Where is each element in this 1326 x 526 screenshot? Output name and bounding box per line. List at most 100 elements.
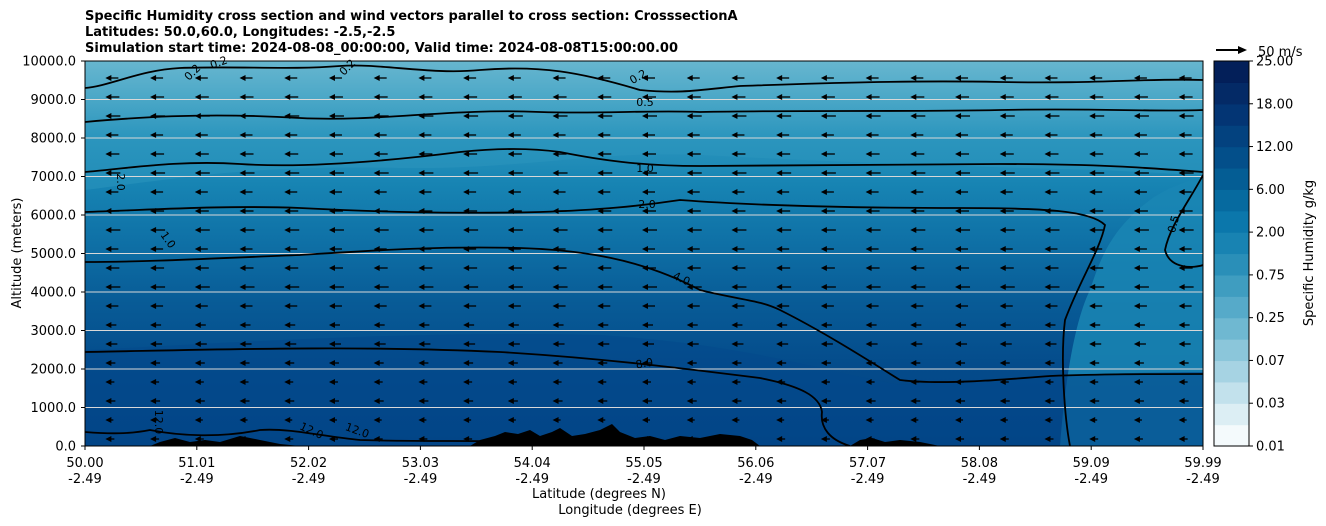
wind-vector <box>239 417 248 423</box>
wind-vector <box>239 322 251 328</box>
wind-vector <box>776 341 789 347</box>
wind-vector <box>955 94 970 100</box>
wind-vector <box>552 341 565 347</box>
wind-vector <box>955 246 969 252</box>
wind-vector <box>955 170 971 176</box>
wind-vector <box>463 360 474 366</box>
wind-vector <box>105 94 120 100</box>
wind-vector <box>1044 284 1060 290</box>
wind-vector <box>418 227 434 233</box>
wind-vector <box>1178 208 1193 214</box>
wind-vector <box>1178 75 1192 81</box>
wind-vector <box>597 360 608 366</box>
wind-vector <box>731 170 747 176</box>
wind-vector <box>418 265 433 271</box>
wind-vector <box>328 94 343 100</box>
wind-vector <box>507 322 519 328</box>
wind-vector <box>507 94 522 100</box>
wind-vector <box>328 417 337 423</box>
wind-vector <box>642 170 657 176</box>
wind-vector <box>776 170 792 176</box>
wind-vector <box>686 246 700 252</box>
colorbar-band <box>1214 232 1249 255</box>
colorbar-tick-label: 0.07 <box>1256 354 1285 369</box>
wind-vector <box>239 132 253 138</box>
wind-vector <box>686 436 696 442</box>
y-tick-label: 8000.0 <box>31 132 77 147</box>
wind-vector <box>463 303 477 309</box>
wind-vector <box>597 246 611 252</box>
x-tick-label-lat: 58.08 <box>961 456 998 471</box>
wind-vector <box>328 227 344 233</box>
wind-vector <box>507 436 517 442</box>
wind-vector <box>820 379 830 385</box>
wind-vector <box>418 189 432 195</box>
wind-vector <box>776 360 787 366</box>
wind-vector <box>194 113 210 119</box>
wind-vector <box>194 246 208 252</box>
wind-vector <box>373 265 388 271</box>
wind-vector <box>105 151 120 157</box>
wind-vector <box>999 246 1013 252</box>
wind-vector <box>150 170 166 176</box>
wind-vector <box>597 189 611 195</box>
wind-vector <box>194 151 209 157</box>
quiver-key: 50 m/s <box>1216 45 1303 60</box>
wind-vector <box>910 360 921 366</box>
wind-vector <box>776 208 791 214</box>
plot-area <box>85 61 1203 446</box>
wind-vector <box>105 246 119 252</box>
wind-vector <box>642 379 651 385</box>
colorbar-label: Specific Humidity g/kg <box>1302 180 1317 326</box>
wind-vector <box>1133 151 1148 157</box>
quiver-key-arrowhead <box>1238 46 1247 54</box>
wind-vector <box>1178 246 1192 252</box>
wind-vector <box>328 208 343 214</box>
wind-vector <box>955 284 971 290</box>
x-tick-label-lon: -2.49 <box>292 472 326 487</box>
wind-vector <box>686 113 702 119</box>
wind-vector <box>463 436 473 442</box>
wind-vector <box>686 132 700 138</box>
wind-vector <box>239 75 253 81</box>
wind-vector <box>150 208 165 214</box>
x-tick-label-lon: -2.49 <box>739 472 773 487</box>
title-line-2: Latitudes: 50.0,60.0, Longitudes: -2.5,-… <box>85 25 396 40</box>
wind-vector <box>776 132 790 138</box>
wind-vector <box>686 151 701 157</box>
wind-vector <box>910 322 922 328</box>
wind-vector <box>999 284 1015 290</box>
wind-vector <box>328 170 344 176</box>
wind-vector <box>776 265 791 271</box>
wind-vector <box>150 417 159 423</box>
wind-vector <box>1089 151 1104 157</box>
humidity-region-moist-upper <box>85 140 1203 190</box>
wind-vector <box>999 132 1013 138</box>
colorbar-band <box>1214 253 1249 276</box>
wind-vector <box>1044 379 1054 385</box>
wind-vector <box>686 189 700 195</box>
wind-vector <box>1044 436 1054 442</box>
wind-vector <box>418 284 434 290</box>
wind-vector <box>955 417 964 423</box>
wind-vector <box>507 417 516 423</box>
wind-vector <box>373 189 387 195</box>
wind-vector <box>507 170 523 176</box>
wind-vector <box>552 303 566 309</box>
x-tick-label-lon: -2.49 <box>404 472 438 487</box>
wind-vector <box>552 227 568 233</box>
wind-vector <box>1133 360 1144 366</box>
wind-vector <box>1178 322 1190 328</box>
colorbar-band <box>1214 381 1249 404</box>
wind-vector <box>686 398 697 404</box>
wind-vector <box>642 360 652 366</box>
wind-vector <box>910 113 926 119</box>
wind-vector <box>865 322 877 328</box>
wind-vector <box>865 170 881 176</box>
wind-vector <box>1044 227 1060 233</box>
wind-vector <box>507 265 522 271</box>
colorbar-band <box>1214 296 1249 319</box>
wind-vector <box>373 75 387 81</box>
wind-vector <box>150 265 165 271</box>
wind-vector <box>1133 246 1147 252</box>
